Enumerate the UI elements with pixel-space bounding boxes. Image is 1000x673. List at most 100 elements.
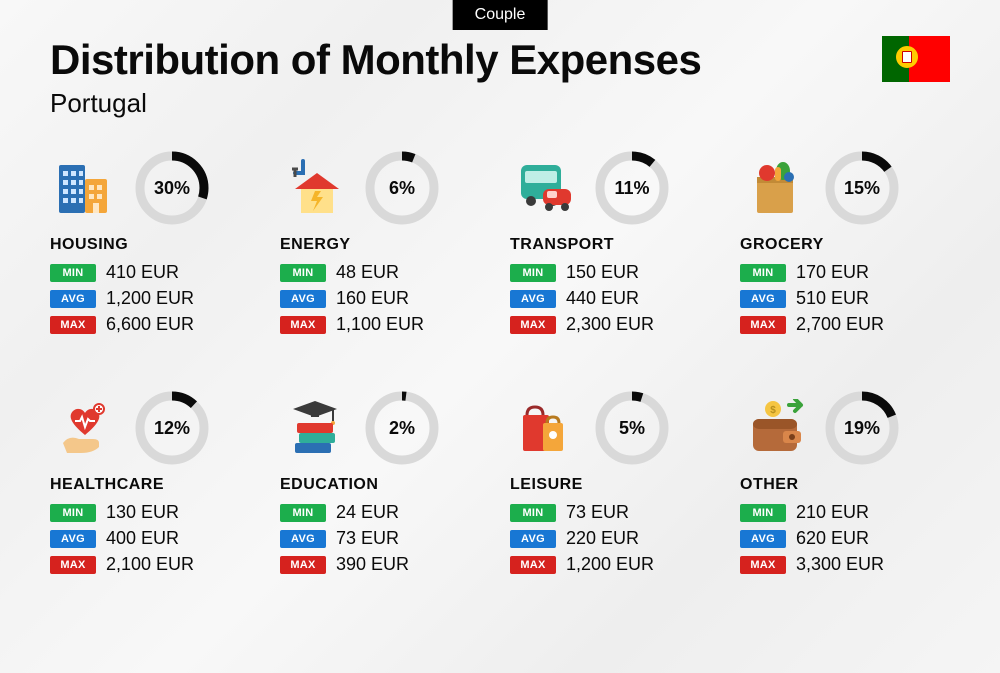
stat-min: MIN 170 EUR — [740, 262, 950, 283]
expense-card-leisure: 5% LEISURE MIN 73 EUR AVG 220 EUR MAX 1,… — [510, 390, 720, 580]
stat-max: MAX 6,600 EUR — [50, 314, 260, 335]
percent-donut: 30% — [134, 150, 210, 226]
min-pill: MIN — [280, 264, 326, 282]
stat-avg: AVG 160 EUR — [280, 288, 490, 309]
min-pill: MIN — [740, 264, 786, 282]
max-pill: MAX — [740, 556, 786, 574]
stat-min: MIN 48 EUR — [280, 262, 490, 283]
stat-avg: AVG 440 EUR — [510, 288, 720, 309]
category-name: GROCERY — [740, 236, 950, 254]
category-name: LEISURE — [510, 476, 720, 494]
percent-donut: 19% — [824, 390, 900, 466]
stat-avg: AVG 220 EUR — [510, 528, 720, 549]
min-pill: MIN — [50, 504, 96, 522]
percent-value: 2% — [364, 390, 440, 466]
min-pill: MIN — [510, 504, 556, 522]
min-value: 130 EUR — [106, 502, 179, 523]
expense-card-grocery: 15% GROCERY MIN 170 EUR AVG 510 EUR MAX … — [740, 150, 950, 340]
grocery-bag-icon — [740, 158, 810, 218]
stat-avg: AVG 400 EUR — [50, 528, 260, 549]
min-value: 24 EUR — [336, 502, 399, 523]
books-cap-icon — [280, 398, 350, 458]
percent-value: 30% — [134, 150, 210, 226]
avg-value: 400 EUR — [106, 528, 179, 549]
avg-value: 440 EUR — [566, 288, 639, 309]
min-pill: MIN — [510, 264, 556, 282]
percent-donut: 12% — [134, 390, 210, 466]
percent-donut: 5% — [594, 390, 670, 466]
avg-pill: AVG — [510, 530, 556, 548]
stat-min: MIN 210 EUR — [740, 502, 950, 523]
stat-min: MIN 24 EUR — [280, 502, 490, 523]
max-value: 3,300 EUR — [796, 554, 884, 575]
category-badge: Couple — [453, 0, 548, 30]
shopping-bags-icon — [510, 398, 580, 458]
bus-car-icon — [510, 158, 580, 218]
avg-value: 160 EUR — [336, 288, 409, 309]
stat-avg: AVG 73 EUR — [280, 528, 490, 549]
max-value: 6,600 EUR — [106, 314, 194, 335]
stat-max: MAX 2,700 EUR — [740, 314, 950, 335]
max-pill: MAX — [280, 556, 326, 574]
avg-pill: AVG — [280, 290, 326, 308]
max-value: 2,300 EUR — [566, 314, 654, 335]
expense-card-education: 2% EDUCATION MIN 24 EUR AVG 73 EUR MAX 3… — [280, 390, 490, 580]
avg-pill: AVG — [740, 530, 786, 548]
avg-value: 220 EUR — [566, 528, 639, 549]
heart-hand-icon — [50, 398, 120, 458]
percent-value: 19% — [824, 390, 900, 466]
expense-grid: 30% HOUSING MIN 410 EUR AVG 1,200 EUR MA… — [50, 150, 950, 580]
percent-donut: 15% — [824, 150, 900, 226]
expense-card-other: $ 19% OTHER MIN 210 EUR AVG 620 EUR MAX — [740, 390, 950, 580]
max-value: 390 EUR — [336, 554, 409, 575]
stat-avg: AVG 510 EUR — [740, 288, 950, 309]
expense-card-healthcare: 12% HEALTHCARE MIN 130 EUR AVG 400 EUR M… — [50, 390, 260, 580]
title-block: Distribution of Monthly Expenses Portuga… — [50, 36, 701, 119]
category-name: HEALTHCARE — [50, 476, 260, 494]
min-value: 410 EUR — [106, 262, 179, 283]
max-pill: MAX — [50, 316, 96, 334]
max-pill: MAX — [280, 316, 326, 334]
max-value: 1,100 EUR — [336, 314, 424, 335]
stat-avg: AVG 1,200 EUR — [50, 288, 260, 309]
stat-max: MAX 2,300 EUR — [510, 314, 720, 335]
stat-max: MAX 2,100 EUR — [50, 554, 260, 575]
avg-value: 510 EUR — [796, 288, 869, 309]
max-pill: MAX — [50, 556, 96, 574]
stat-avg: AVG 620 EUR — [740, 528, 950, 549]
percent-value: 15% — [824, 150, 900, 226]
category-name: ENERGY — [280, 236, 490, 254]
min-pill: MIN — [740, 504, 786, 522]
wallet-icon: $ — [740, 398, 810, 458]
percent-value: 12% — [134, 390, 210, 466]
category-name: HOUSING — [50, 236, 260, 254]
percent-value: 6% — [364, 150, 440, 226]
portugal-flag-icon — [882, 36, 950, 82]
stat-max: MAX 1,200 EUR — [510, 554, 720, 575]
min-value: 150 EUR — [566, 262, 639, 283]
avg-value: 620 EUR — [796, 528, 869, 549]
avg-value: 1,200 EUR — [106, 288, 194, 309]
country-name: Portugal — [50, 88, 701, 119]
expense-card-energy: 6% ENERGY MIN 48 EUR AVG 160 EUR MAX 1,1… — [280, 150, 490, 340]
max-pill: MAX — [510, 316, 556, 334]
max-value: 2,100 EUR — [106, 554, 194, 575]
min-value: 73 EUR — [566, 502, 629, 523]
percent-donut: 11% — [594, 150, 670, 226]
min-pill: MIN — [50, 264, 96, 282]
max-value: 1,200 EUR — [566, 554, 654, 575]
category-name: TRANSPORT — [510, 236, 720, 254]
expense-card-housing: 30% HOUSING MIN 410 EUR AVG 1,200 EUR MA… — [50, 150, 260, 340]
stat-max: MAX 3,300 EUR — [740, 554, 950, 575]
page-title: Distribution of Monthly Expenses — [50, 36, 701, 84]
min-value: 48 EUR — [336, 262, 399, 283]
stat-max: MAX 390 EUR — [280, 554, 490, 575]
avg-pill: AVG — [50, 530, 96, 548]
stat-min: MIN 410 EUR — [50, 262, 260, 283]
expense-card-transport: 11% TRANSPORT MIN 150 EUR AVG 440 EUR MA… — [510, 150, 720, 340]
max-pill: MAX — [510, 556, 556, 574]
min-value: 210 EUR — [796, 502, 869, 523]
avg-pill: AVG — [50, 290, 96, 308]
stat-min: MIN 73 EUR — [510, 502, 720, 523]
avg-value: 73 EUR — [336, 528, 399, 549]
